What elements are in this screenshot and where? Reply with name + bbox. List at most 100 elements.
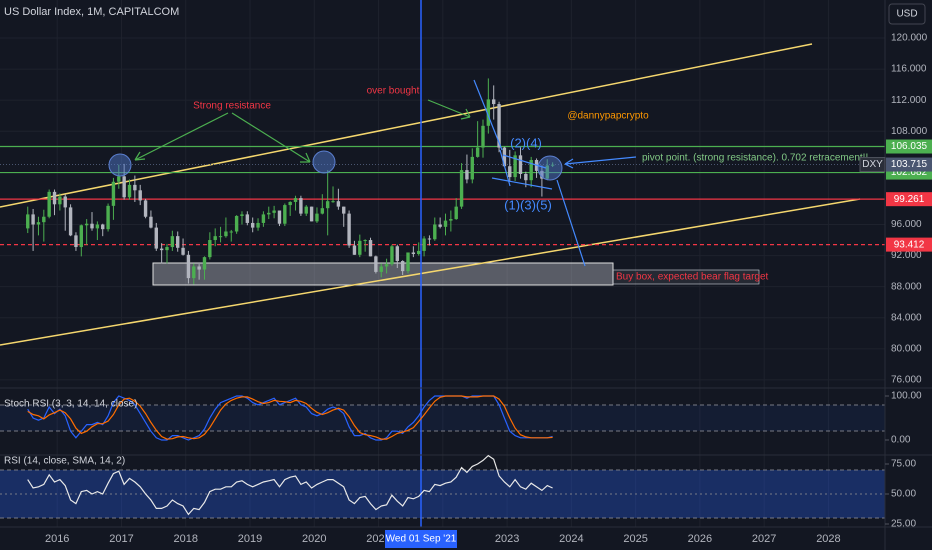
candle-body (202, 257, 207, 270)
y-tick-label: 112.000 (891, 95, 927, 106)
candle-body (379, 266, 383, 272)
x-tick-label: 2019 (238, 533, 262, 545)
arrow (134, 112, 229, 161)
candle-body (422, 238, 426, 251)
buy-box (152, 262, 614, 286)
arrows-green (134, 99, 471, 163)
candle-body (508, 166, 512, 178)
last-price-label: 103.715 (891, 159, 928, 170)
candle-body (395, 246, 399, 262)
candle-body (111, 181, 116, 206)
candle-body (68, 207, 73, 236)
target-line (556, 179, 586, 267)
candle-body (256, 222, 260, 228)
arrow (427, 99, 471, 120)
annotation: over bought (367, 86, 420, 97)
crosshair-badge (385, 530, 457, 548)
candle-body (90, 223, 94, 229)
x-tick-label: 2018 (173, 533, 197, 545)
annotation: Buy box, expected bear flag target (616, 272, 769, 283)
resistance-circle (312, 150, 336, 174)
candle-body (481, 125, 485, 148)
candle-body (497, 104, 501, 148)
indicator-title: RSI (14, close, SMA, 14, 2) (4, 456, 125, 467)
candle-body (165, 247, 169, 251)
candle-body (101, 224, 105, 230)
candle-body (309, 206, 314, 222)
candle-body (267, 212, 271, 215)
candle-body (513, 155, 517, 178)
y-tick-label: 76.000 (891, 375, 922, 386)
candle-body (133, 184, 137, 191)
indicator-title: Stoch RSI (3, 3, 14, 14, close) (4, 399, 137, 410)
candle-body (315, 213, 319, 222)
candle-body (143, 200, 148, 217)
currency-button[interactable] (888, 3, 926, 25)
candle-body (363, 240, 367, 242)
candle-body (390, 246, 394, 265)
currency-label[interactable]: USD (896, 9, 917, 20)
candle-body (127, 184, 132, 198)
indicator-line (27, 395, 553, 440)
flag-lines (473, 79, 637, 267)
rsi-band (0, 470, 885, 518)
candle-body (336, 201, 341, 207)
candle-body (74, 235, 78, 248)
levels (0, 145, 885, 246)
symbol-label: DXY (862, 159, 883, 170)
candle-body (352, 245, 357, 255)
candle-body (117, 176, 121, 182)
candle-body (47, 191, 51, 217)
candle-body (95, 224, 100, 229)
candle-body (358, 240, 362, 255)
candle-body (31, 214, 35, 225)
indicator-tick-label: 50.00 (891, 489, 916, 500)
candle-body (470, 156, 474, 180)
candle-body (283, 205, 287, 224)
pole-line (473, 79, 503, 151)
candle-body (159, 248, 164, 251)
candle-body (58, 196, 62, 205)
candle-body (331, 201, 335, 203)
x-tick-label: 2017 (109, 533, 133, 545)
candle-body (181, 247, 185, 255)
candles (26, 78, 555, 285)
candle-body (406, 252, 410, 272)
candle-body (122, 176, 126, 198)
candle-body (138, 190, 142, 201)
candle-body (449, 219, 453, 221)
level-label: 106.035 (891, 141, 928, 152)
annotation: pivot point. (strong resistance). 0.702 … (642, 153, 868, 164)
indicator-tick-label: 75.00 (891, 459, 916, 470)
candle-body (427, 238, 432, 240)
candle-body (170, 236, 175, 248)
level-label: 102.682 (891, 167, 928, 178)
candle-body (79, 225, 84, 248)
crosshair-label: Wed 01 Sep '21 (386, 534, 457, 545)
candle-body (411, 252, 416, 255)
candle-body (288, 201, 292, 206)
y-tick-label: 96.000 (891, 219, 922, 230)
flag-channel (491, 149, 553, 190)
indicator-tick-label: 100.00 (891, 391, 922, 402)
candle-body (400, 261, 405, 272)
trend-line-lower (0, 198, 861, 346)
resistance-circle (108, 153, 132, 177)
candle-body (417, 250, 421, 255)
y-tick-label: 92.000 (891, 250, 922, 261)
candle-body (299, 198, 303, 214)
candle-body (36, 222, 41, 225)
pivot-circle (537, 155, 563, 181)
candle-body (197, 266, 201, 270)
symbol-badge (859, 157, 886, 173)
x-tick-label: 2023 (495, 533, 519, 545)
x-tick-label: 2016 (45, 533, 69, 545)
candle-body (529, 160, 533, 181)
level-badge (886, 192, 932, 207)
annotation: (1)(3)(5) (504, 197, 552, 212)
candle-body (459, 170, 464, 207)
candle-body (277, 210, 282, 224)
candle-body (272, 210, 276, 213)
candle-body (218, 236, 223, 238)
